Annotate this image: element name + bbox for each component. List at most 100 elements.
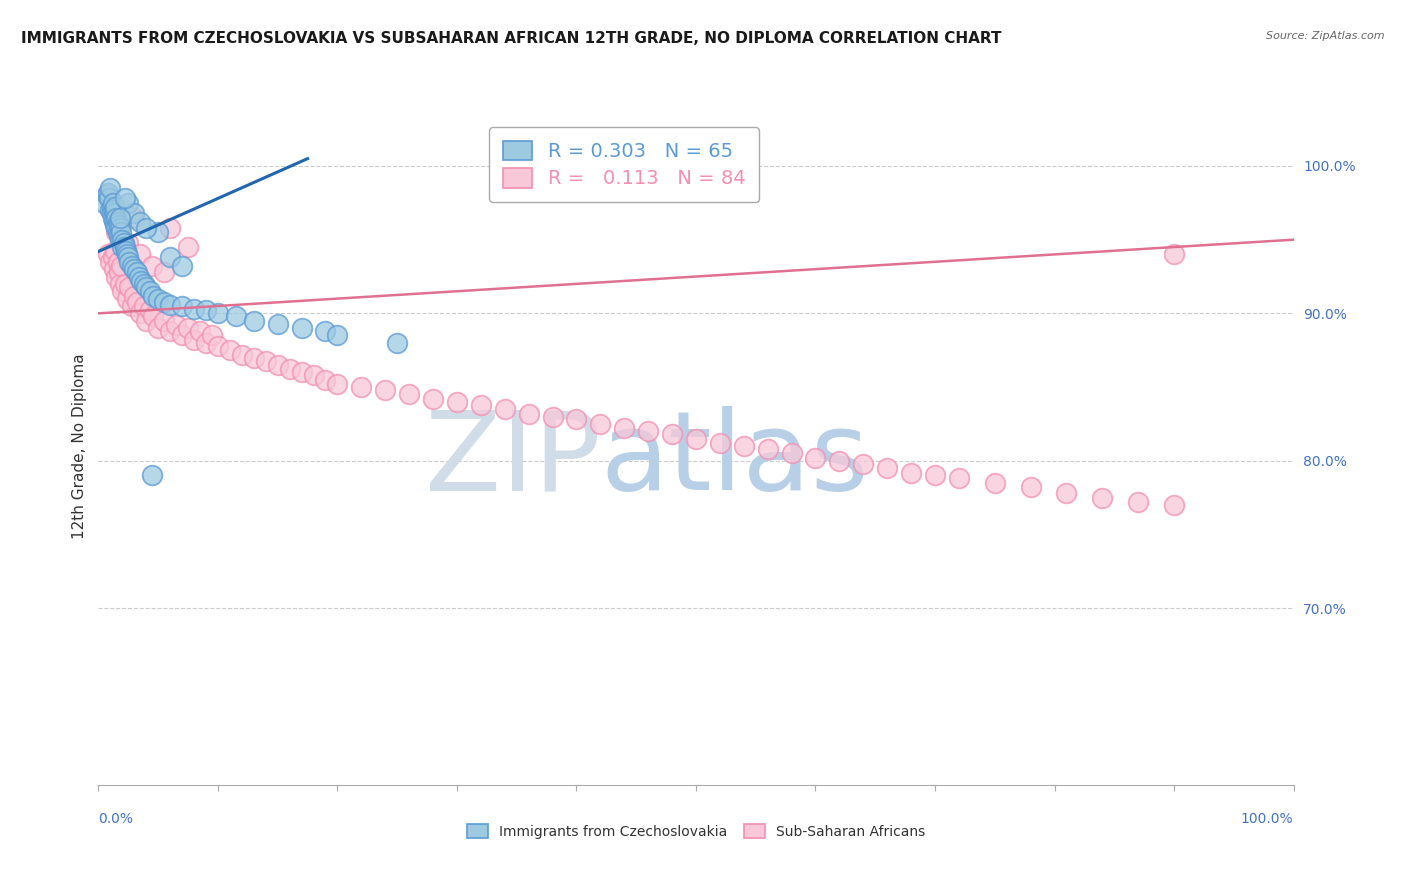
Point <box>637 424 659 438</box>
Point <box>207 339 229 353</box>
Point <box>124 206 146 220</box>
Point <box>148 225 170 239</box>
Point <box>110 225 132 239</box>
Point <box>148 292 170 306</box>
Point <box>96 188 118 202</box>
Point <box>291 365 314 379</box>
Point <box>111 233 134 247</box>
Point <box>350 380 373 394</box>
Point <box>107 215 129 229</box>
Point <box>135 314 157 328</box>
Point <box>124 288 146 302</box>
Point <box>219 343 242 358</box>
Point <box>129 306 152 320</box>
Point <box>1091 491 1114 505</box>
Point <box>517 407 540 421</box>
Point <box>148 321 170 335</box>
Point <box>98 254 122 268</box>
Point <box>115 244 138 259</box>
Point <box>108 233 131 247</box>
Point <box>105 211 128 225</box>
Point <box>114 191 136 205</box>
Point <box>121 299 143 313</box>
Point <box>1128 495 1150 509</box>
Point <box>195 335 218 350</box>
Point <box>153 294 176 309</box>
Point <box>110 259 132 273</box>
Point <box>780 446 803 460</box>
Legend: Immigrants from Czechoslovakia, Sub-Saharan Africans: Immigrants from Czechoslovakia, Sub-Saha… <box>460 817 932 846</box>
Point <box>267 317 290 331</box>
Point <box>101 195 124 210</box>
Point <box>302 368 325 383</box>
Point <box>124 262 146 277</box>
Point <box>141 259 163 273</box>
Point <box>132 299 155 313</box>
Point <box>172 259 194 273</box>
Point <box>159 297 181 311</box>
Point <box>183 301 205 316</box>
Point <box>231 348 253 362</box>
Point <box>852 457 875 471</box>
Point <box>129 247 152 261</box>
Point <box>876 461 898 475</box>
Point <box>112 235 135 250</box>
Point <box>117 195 139 210</box>
Point <box>494 402 516 417</box>
Point <box>446 394 468 409</box>
Point <box>177 321 200 335</box>
Point <box>125 265 148 279</box>
Point <box>107 225 129 239</box>
Point <box>93 195 115 210</box>
Point <box>105 269 128 284</box>
Point <box>97 186 120 200</box>
Point <box>243 351 266 365</box>
Point <box>100 200 122 214</box>
Point <box>98 181 122 195</box>
Point <box>422 392 444 406</box>
Point <box>984 475 1007 490</box>
Point <box>153 265 176 279</box>
Point <box>114 240 136 254</box>
Point <box>165 318 187 333</box>
Point <box>117 251 139 265</box>
Point <box>243 314 266 328</box>
Point <box>195 303 218 318</box>
Point <box>254 353 277 368</box>
Point <box>124 211 146 225</box>
Point <box>177 240 200 254</box>
Point <box>117 235 139 250</box>
Point <box>1163 498 1185 512</box>
Point <box>105 225 128 239</box>
Point <box>111 285 134 299</box>
Point <box>828 454 851 468</box>
Point <box>104 244 127 259</box>
Point <box>132 277 155 291</box>
Point <box>541 409 564 424</box>
Text: ZIP: ZIP <box>425 406 600 513</box>
Point <box>278 362 301 376</box>
Point <box>172 328 194 343</box>
Point <box>125 294 148 309</box>
Point <box>172 299 194 313</box>
Point <box>107 265 129 279</box>
Point <box>115 292 138 306</box>
Text: IMMIGRANTS FROM CZECHOSLOVAKIA VS SUBSAHARAN AFRICAN 12TH GRADE, NO DIPLOMA CORR: IMMIGRANTS FROM CZECHOSLOVAKIA VS SUBSAH… <box>21 31 1001 46</box>
Point <box>139 285 162 299</box>
Point <box>924 468 946 483</box>
Point <box>142 288 165 302</box>
Point <box>104 206 127 220</box>
Text: 100.0%: 100.0% <box>1241 812 1294 826</box>
Point <box>107 254 129 268</box>
Point <box>470 398 492 412</box>
Point <box>98 191 121 205</box>
Point <box>131 274 153 288</box>
Point <box>108 211 131 225</box>
Point <box>326 377 349 392</box>
Point <box>589 417 612 431</box>
Point <box>1056 486 1078 500</box>
Point <box>565 412 588 426</box>
Text: atlas: atlas <box>600 406 869 513</box>
Point <box>159 220 181 235</box>
Point <box>139 303 162 318</box>
